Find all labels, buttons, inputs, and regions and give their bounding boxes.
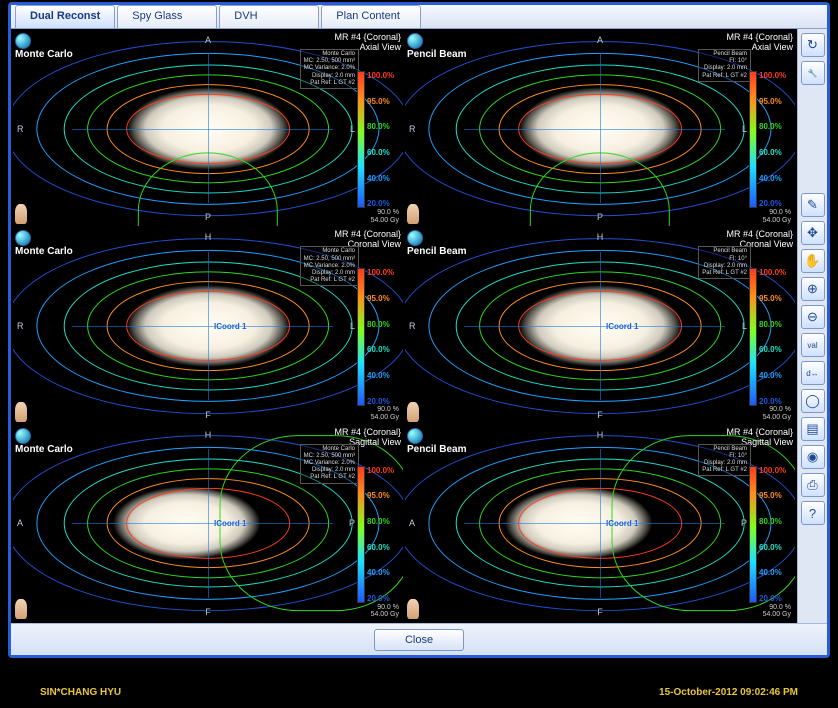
coord-label: ICoord 1 — [606, 322, 638, 331]
orientation-marker: R — [17, 321, 24, 331]
tab-dual-reconst[interactable]: Dual Reconst — [15, 5, 115, 28]
algorithm-label: Monte Carlo — [15, 444, 73, 455]
dose-legend: 100.0%95.0%80.0%60.0%40.0%20.0% — [749, 71, 793, 208]
panel-footer: 90.0 % 54.00 Gy — [371, 209, 399, 224]
orientation-marker: A — [409, 518, 415, 528]
panel-footer: 90.0 % 54.00 Gy — [371, 604, 399, 619]
orientation-marker: A — [17, 518, 23, 528]
print-icon[interactable]: ⎙ — [801, 473, 825, 497]
status-bar: SIN*CHANG HYU 15-October-2012 09:02:46 P… — [0, 687, 838, 698]
magnify-icon[interactable] — [407, 33, 423, 49]
orientation-marker: P — [741, 518, 747, 528]
orientation-marker: F — [597, 410, 603, 420]
ruler-icon[interactable]: d↔ — [801, 361, 825, 385]
info-box: Pencil Beam FI: 10° Display: 2.0 mm Pat … — [698, 246, 751, 279]
algorithm-label: Pencil Beam — [407, 246, 466, 257]
orientation-marker: A — [597, 35, 603, 45]
magnify-icon[interactable] — [15, 428, 31, 444]
orientation-marker: P — [597, 212, 603, 222]
right-toolbar: ↻ 🔧 ✎ ✥ ✋ ⊕ ⊖ val d↔ ◯ ▤ ◉ ⎙? — [797, 29, 827, 623]
orientation-marker: R — [409, 321, 416, 331]
viewport-grid: MR #4 {Coronal} Axial ViewMonte CarloMon… — [11, 29, 797, 623]
status-datetime: 15-October-2012 09:02:46 PM — [659, 687, 798, 698]
info-box: Pencil Beam FI: 10° Display: 2.0 mm Pat … — [698, 49, 751, 82]
viewport-sagittal-pb[interactable]: ICoord 1MR #4 {Coronal} Sagittal ViewPen… — [405, 426, 795, 621]
orientation-marker: F — [205, 410, 211, 420]
contour-icon[interactable]: ◯ — [801, 389, 825, 413]
body-orientation-icon — [407, 402, 419, 422]
info-box: Monte Carlo MC: 2.50, 500 mm³ MC Varianc… — [300, 246, 359, 286]
body-orientation-icon — [15, 402, 27, 422]
dose-legend: 100.0%95.0%80.0%60.0%40.0%20.0% — [357, 268, 401, 405]
orientation-marker: P — [205, 212, 211, 222]
algorithm-label: Pencil Beam — [407, 444, 466, 455]
refresh-icon[interactable]: ↻ — [801, 33, 825, 57]
magnify-icon[interactable] — [407, 428, 423, 444]
panel-footer: 90.0 % 54.00 Gy — [763, 406, 791, 421]
settings-icon[interactable]: 🔧 — [801, 61, 825, 85]
dose-legend: 100.0%95.0%80.0%60.0%40.0%20.0% — [357, 466, 401, 603]
info-box: Monte Carlo MC: 2.50, 500 mm³ MC Varianc… — [300, 49, 359, 89]
dose-legend: 100.0%95.0%80.0%60.0%40.0%20.0% — [749, 466, 793, 603]
tab-spy-glass[interactable]: Spy Glass — [117, 5, 217, 28]
layers-icon[interactable]: ▤ — [801, 417, 825, 441]
orientation-marker: L — [350, 124, 355, 134]
orientation-marker: F — [597, 607, 603, 617]
zoom-in-icon[interactable]: ⊕ — [801, 277, 825, 301]
hand-icon[interactable]: ✋ — [801, 249, 825, 273]
status-patient: SIN*CHANG HYU — [40, 687, 121, 698]
viewport-coronal-pb[interactable]: ICoord 1MR #4 {Coronal} Coronal ViewPenc… — [405, 228, 795, 423]
orientation-marker: A — [205, 35, 211, 45]
orientation-marker: H — [597, 430, 604, 440]
tab-dvh[interactable]: DVH — [219, 5, 319, 28]
viewport-axial-mc[interactable]: MR #4 {Coronal} Axial ViewMonte CarloMon… — [13, 31, 403, 226]
snapshot-icon[interactable]: ◉ — [801, 445, 825, 469]
orientation-marker: R — [17, 124, 24, 134]
viewport-axial-pb[interactable]: MR #4 {Coronal} Axial ViewPencil BeamPen… — [405, 31, 795, 226]
val-icon[interactable]: val — [801, 333, 825, 357]
tab-bar: Dual ReconstSpy GlassDVHPlan Content — [11, 5, 827, 29]
body-orientation-icon — [15, 599, 27, 619]
body-orientation-icon — [15, 204, 27, 224]
algorithm-label: Monte Carlo — [15, 49, 73, 60]
coord-label: ICoord 1 — [214, 322, 246, 331]
orientation-marker: L — [742, 124, 747, 134]
help-icon[interactable]: ? — [801, 501, 825, 525]
orientation-marker: H — [205, 232, 212, 242]
content-area: MR #4 {Coronal} Axial ViewMonte CarloMon… — [11, 29, 827, 623]
coord-label: ICoord 1 — [606, 519, 638, 528]
info-box: Pencil Beam FI: 10° Display: 2.0 mm Pat … — [698, 444, 751, 477]
dose-legend: 100.0%95.0%80.0%60.0%40.0%20.0% — [749, 268, 793, 405]
body-orientation-icon — [407, 204, 419, 224]
orientation-marker: P — [349, 518, 355, 528]
body-orientation-icon — [407, 599, 419, 619]
dose-legend: 100.0%95.0%80.0%60.0%40.0%20.0% — [357, 71, 401, 208]
orientation-marker: L — [742, 321, 747, 331]
viewport-coronal-mc[interactable]: ICoord 1MR #4 {Coronal} Coronal ViewMont… — [13, 228, 403, 423]
panel-footer: 90.0 % 54.00 Gy — [371, 406, 399, 421]
orientation-marker: H — [597, 232, 604, 242]
orientation-marker: L — [350, 321, 355, 331]
info-box: Monte Carlo MC: 2.50, 500 mm³ MC Varianc… — [300, 444, 359, 484]
panel-footer: 90.0 % 54.00 Gy — [763, 604, 791, 619]
close-button[interactable]: Close — [374, 629, 464, 651]
magnify-icon[interactable] — [15, 33, 31, 49]
bottom-bar: Close — [11, 623, 827, 655]
brush-icon[interactable]: ✎ — [801, 193, 825, 217]
orientation-marker: H — [205, 430, 212, 440]
algorithm-label: Pencil Beam — [407, 49, 466, 60]
algorithm-label: Monte Carlo — [15, 246, 73, 257]
orientation-marker: F — [205, 607, 211, 617]
coord-label: ICoord 1 — [214, 519, 246, 528]
tab-plan-content[interactable]: Plan Content — [321, 5, 421, 28]
panel-footer: 90.0 % 54.00 Gy — [763, 209, 791, 224]
app-window: Dual ReconstSpy GlassDVHPlan Content MR … — [8, 2, 830, 658]
zoom-out-icon[interactable]: ⊖ — [801, 305, 825, 329]
viewport-sagittal-mc[interactable]: ICoord 1MR #4 {Coronal} Sagittal ViewMon… — [13, 426, 403, 621]
move-icon[interactable]: ✥ — [801, 221, 825, 245]
orientation-marker: R — [409, 124, 416, 134]
